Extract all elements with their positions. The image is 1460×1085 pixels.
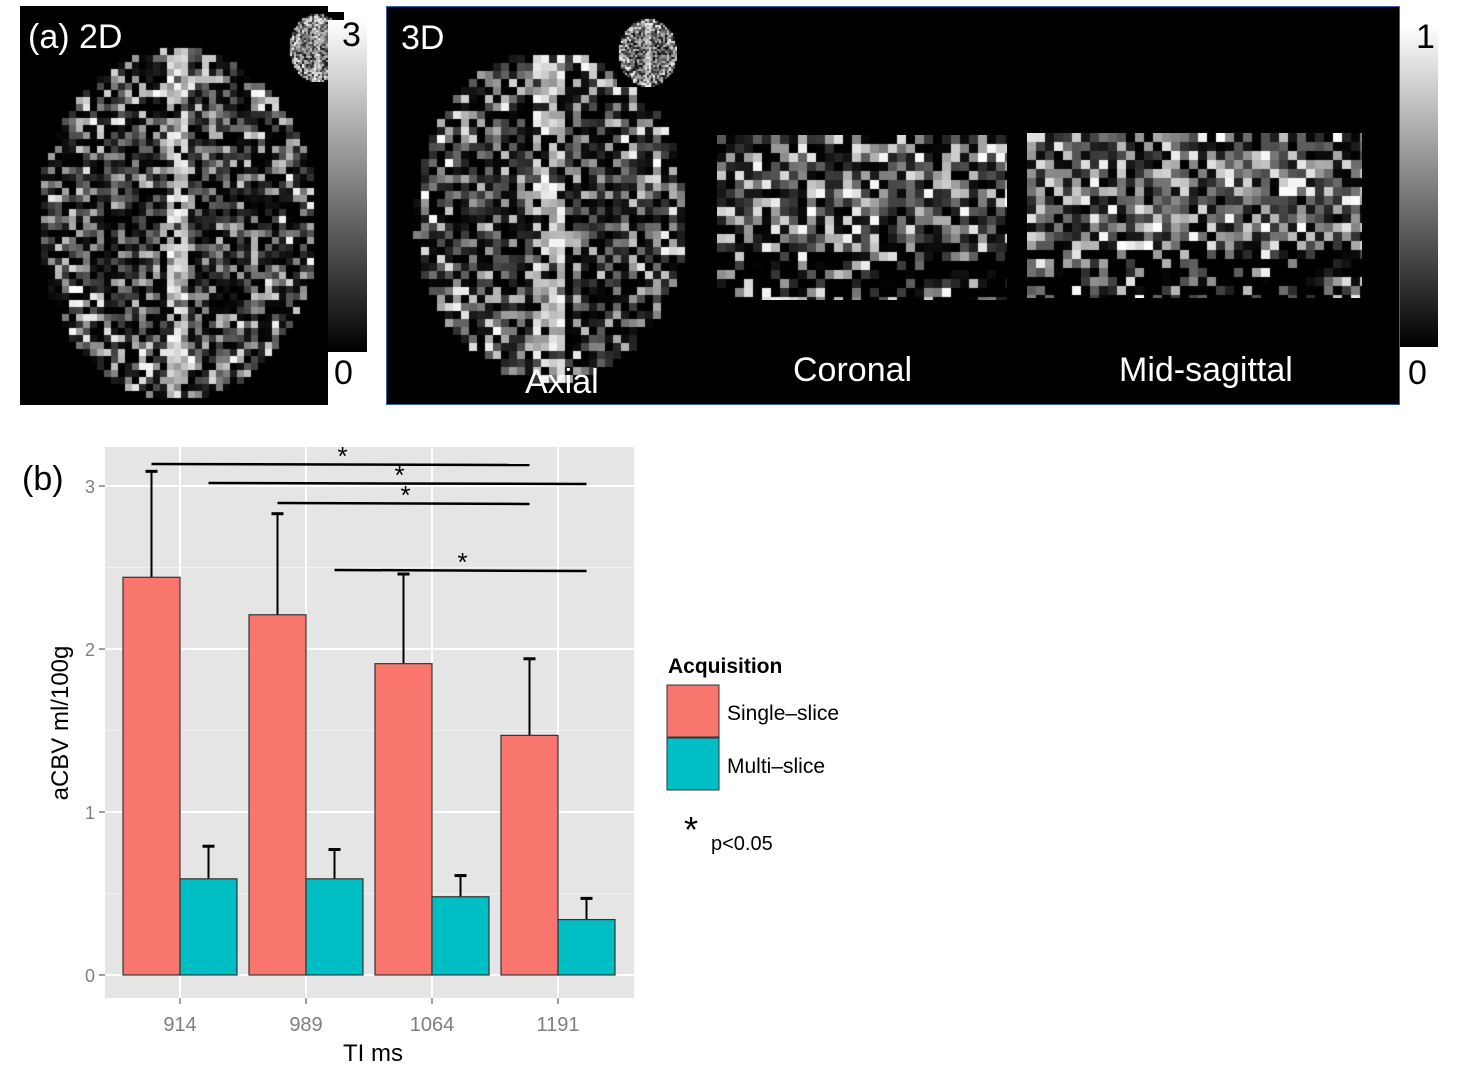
significance-asterisk: * [400, 480, 410, 510]
bar-single-1191 [500, 734, 559, 976]
y-tick-label: 0 [85, 966, 95, 986]
view-label-sagittal: Mid-sagittal [1119, 351, 1293, 389]
bar-multi-914 [179, 878, 238, 976]
x-tick-label: 914 [163, 1014, 196, 1036]
panel-3d-image: 3D Axial Coronal Mid-sagittal [386, 6, 1400, 405]
x-tick-label: 1191 [536, 1014, 579, 1036]
view-label-coronal: Coronal [793, 351, 913, 389]
legend-swatch [666, 737, 720, 791]
bar-single-989 [248, 614, 307, 976]
panel-a-2d-image: (a) 2D [20, 6, 344, 405]
significance-asterisk: * [457, 547, 467, 577]
colorbar-2d-max: 3 [342, 16, 361, 54]
colorbar-3d-min: 0 [1408, 354, 1427, 392]
significance-line [208, 481, 587, 486]
panel-a-label: (a) 2D [28, 18, 123, 56]
colorbar-2d [328, 20, 367, 352]
sagittal-3d-cbv-map [1027, 133, 1362, 298]
legend-label: Multi–slice [727, 755, 825, 778]
bar-single-914 [122, 576, 181, 976]
legend-swatch [666, 684, 720, 738]
thumbnail-anatomy [617, 17, 677, 87]
panel-3d-label: 3D [401, 19, 445, 57]
significance-asterisk: * [337, 441, 347, 471]
coronal-3d-cbv-map [717, 135, 1007, 300]
colorbar-2d-min: 0 [334, 354, 353, 392]
x-axis-title: TI ms [343, 1040, 403, 1067]
axial-3d-cbv-map [397, 47, 697, 387]
significance-line [334, 568, 587, 573]
legend-asterisk: * [684, 809, 698, 850]
legend-label: Single–slice [727, 702, 839, 725]
view-label-axial: Axial [525, 363, 599, 401]
y-axis-title: aCBV ml/100g [47, 646, 74, 801]
colorbar-3d [1400, 25, 1438, 347]
significance-asterisk: * [394, 460, 404, 490]
legend-pvalue: p<0.05 [711, 833, 773, 855]
significance-line [151, 462, 530, 467]
y-tick-label: 3 [85, 477, 95, 497]
y-tick-label: 2 [85, 640, 95, 660]
bar-single-1064 [374, 663, 433, 976]
x-tick-label: 1064 [410, 1014, 455, 1036]
bar-multi-1064 [431, 896, 490, 976]
legend-title: Acquisition [668, 655, 782, 678]
bar-multi-989 [305, 878, 364, 976]
colorbar-3d-max: 1 [1416, 18, 1435, 56]
bar-multi-1191 [557, 918, 616, 976]
x-tick-label: 989 [289, 1014, 322, 1036]
axial-2d-cbv-map [20, 6, 328, 405]
y-tick-label: 1 [85, 803, 95, 823]
significance-line [277, 501, 530, 506]
panel-b-label: (b) [22, 460, 64, 498]
